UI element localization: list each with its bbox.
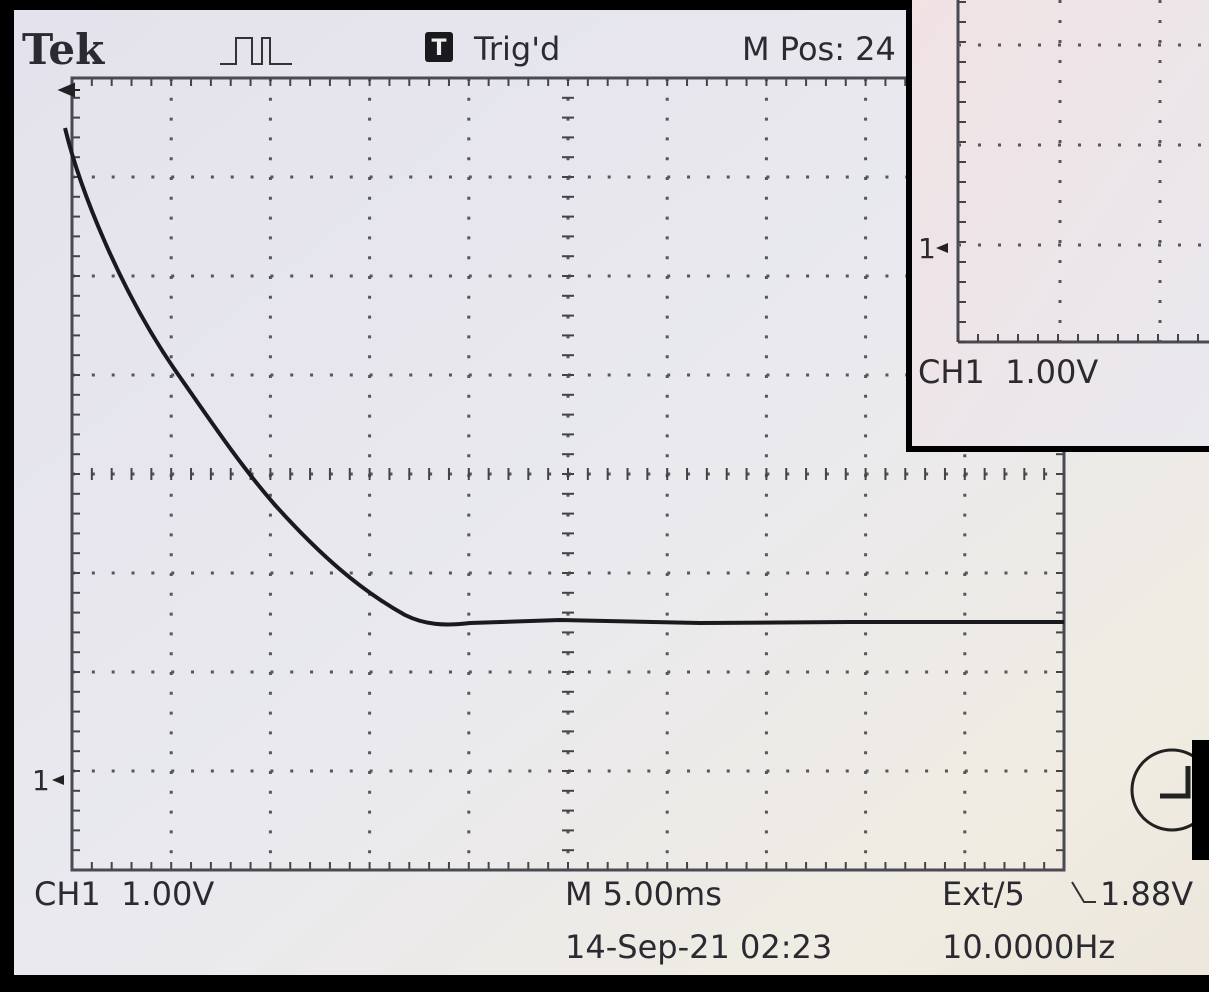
channel-marker: 1: [32, 764, 50, 797]
inset: 1 CH1 1.00V: [906, 0, 1209, 452]
trigger-source: Ext/5: [942, 875, 1025, 913]
inset-channel-marker: 1: [918, 232, 936, 265]
bezel-edge: [1192, 740, 1209, 860]
acquisition-icon: [220, 37, 292, 65]
channel-marker-arrow: [52, 775, 64, 785]
date-time: 14-Sep-21 02:23: [565, 928, 832, 966]
brand: Tek: [22, 25, 105, 74]
graticule-frame: [70, 76, 1066, 872]
trigger-status: Trig'd: [473, 30, 560, 68]
clock-icon: [1130, 748, 1209, 832]
waveform-trace: [63, 127, 1064, 627]
channel-scale: CH1 1.00V: [34, 875, 214, 913]
horizontal-position: M Pos: 24: [742, 30, 896, 68]
trigger-slope-icon: [1071, 881, 1096, 903]
timebase: M 5.00ms: [565, 875, 722, 913]
trigger-position-arrow: [57, 82, 80, 98]
inset-channel-scale: CH1 1.00V: [918, 353, 1098, 391]
trigger-level: 1.88V: [1100, 875, 1193, 913]
inset-marker-arrow: [936, 243, 948, 253]
trigger-icon-box: [425, 32, 453, 62]
trigger-icon: T: [431, 36, 446, 61]
clock-hands: [1160, 766, 1191, 799]
inset-graticule: [956, 0, 1209, 344]
graticule: [70, 76, 1066, 872]
trigger-frequency: 10.0000Hz: [942, 928, 1115, 966]
